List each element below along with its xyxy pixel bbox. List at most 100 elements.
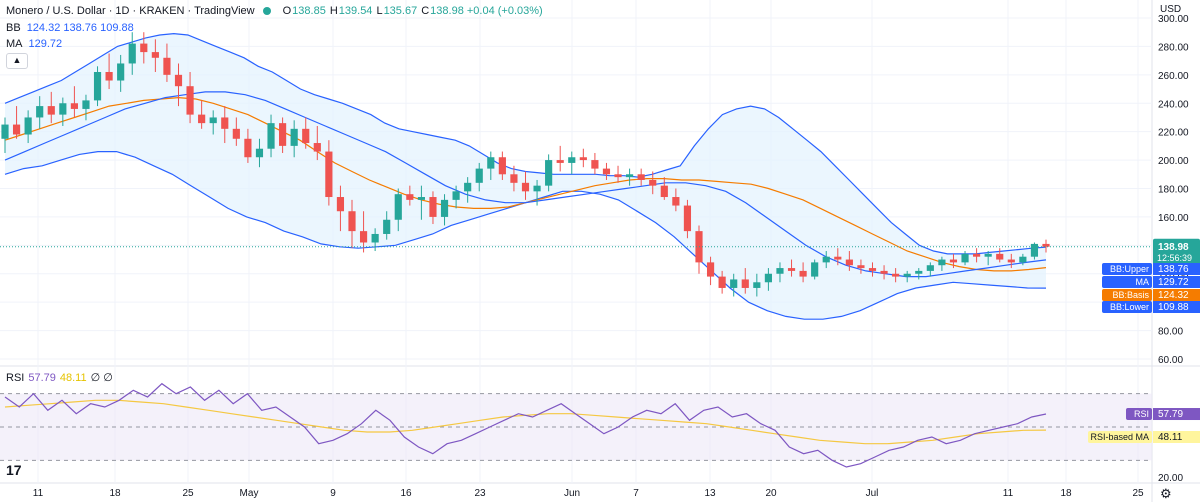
price-tick-label: 80.00 (1158, 327, 1183, 338)
candle-body (741, 279, 749, 288)
rsi-legend-extra: ∅ ∅ (90, 372, 113, 384)
time-tick-label: 20 (765, 488, 777, 499)
price-tick-label: 120.00 (1158, 270, 1189, 281)
candle-body (718, 276, 726, 288)
candle-body (383, 219, 391, 234)
candle-body (903, 273, 911, 277)
time-tick-label: 25 (1132, 488, 1144, 499)
candle-body (799, 270, 807, 277)
gear-icon[interactable]: ⚙ (1160, 486, 1172, 501)
currency-selector[interactable]: USD (1160, 4, 1182, 15)
time-tick-label: 25 (182, 488, 194, 499)
candle-body (545, 160, 553, 186)
ma-legend[interactable]: MA 129.72 (6, 38, 62, 50)
candle-body (267, 123, 275, 149)
candle-body (602, 168, 611, 175)
candle-body (845, 259, 853, 266)
candle-body (117, 63, 125, 81)
price-tick-label: 160.00 (1158, 213, 1189, 224)
indicator-value-label: 124.32 (1158, 290, 1189, 301)
rsi-ma-value-label: 48.11 (1158, 432, 1183, 443)
indicator-name-badge (1102, 263, 1152, 275)
time-tick-label: 9 (330, 488, 336, 499)
candle-body (128, 43, 136, 64)
candle-body (429, 197, 437, 217)
low-value: 135.67 (383, 5, 418, 17)
candle-body (105, 71, 113, 81)
bb-legend[interactable]: BB 124.32 138.76 109.88 (6, 22, 134, 34)
time-tick-label: May (240, 488, 259, 499)
candle-body (730, 279, 738, 288)
candle-body (973, 253, 981, 257)
candle-body (371, 233, 379, 243)
candle-body (232, 128, 240, 139)
candle-body (1030, 243, 1039, 257)
candle-body (753, 282, 761, 288)
time-tick-label: 23 (474, 488, 486, 499)
candle-body (556, 160, 564, 163)
candle-body (706, 262, 715, 277)
market-status-dot (262, 7, 271, 15)
candle-body (348, 211, 356, 232)
indicator-value-label: 138.76 (1158, 264, 1189, 275)
candle-body (47, 106, 55, 115)
candle-body (24, 117, 32, 135)
rsi-value-badge (1153, 408, 1200, 421)
price-tick-label: 180.00 (1158, 185, 1189, 196)
candle-body (926, 265, 934, 271)
candle-body (1007, 259, 1015, 263)
indicator-name-label: BB:Basis (1112, 290, 1149, 300)
candle-body (764, 273, 772, 283)
price-tick-label: 280.00 (1158, 42, 1189, 53)
candle-body (533, 185, 541, 192)
candle-body (949, 259, 958, 263)
ma-value: 129.72 (28, 38, 63, 50)
candle-body (244, 138, 252, 158)
candle-body (406, 194, 414, 200)
price-tick-label: 260.00 (1158, 71, 1189, 82)
indicator-name-badge (1102, 301, 1152, 313)
candle-body (151, 52, 159, 58)
candle-body (568, 157, 576, 163)
candle-body (325, 151, 333, 198)
indicator-name-label: BB:Upper (1110, 264, 1149, 274)
candle-body (938, 259, 946, 266)
candle-body (290, 128, 298, 146)
candle-body (221, 117, 229, 129)
candle-body (313, 143, 321, 152)
rsi-legend[interactable]: RSI 57.79 48.11 ∅ ∅ (6, 371, 113, 384)
rsi-legend-label: RSI (6, 372, 25, 384)
candle-body (1019, 256, 1027, 263)
indicator-value-label: 129.72 (1158, 277, 1189, 288)
candle-body (140, 43, 148, 53)
candle-body (336, 197, 345, 212)
chevron-up-icon[interactable]: ▲ (6, 53, 28, 69)
low-label: L (376, 5, 383, 17)
candle-body (984, 253, 992, 257)
close-value: 138.98 +0.04 (+0.03%) (430, 5, 543, 17)
candle-body (683, 205, 692, 232)
candle-body (787, 268, 796, 271)
rsi-legend-ma-value: 48.11 (59, 372, 87, 384)
price-tick-label: 200.00 (1158, 156, 1189, 167)
candle-body (672, 197, 680, 206)
candle-body (279, 123, 287, 146)
rsi-ma-name-label: RSI-based MA (1090, 432, 1149, 442)
high-value: 139.54 (338, 5, 373, 17)
candle-body (510, 174, 518, 183)
countdown-label: 12:56:39 (1157, 253, 1192, 263)
candle-body (880, 270, 888, 274)
last-price-badge (1153, 238, 1200, 265)
candle-body (359, 231, 368, 243)
rsi-value-label: 57.79 (1158, 409, 1183, 420)
candle-body (626, 174, 634, 178)
time-tick-label: 11 (1003, 488, 1014, 499)
tradingview-logo-icon: 17 (6, 462, 22, 478)
price-tick-label: 300.00 (1158, 14, 1189, 25)
candle-body (475, 168, 483, 183)
close-label: C (421, 5, 430, 17)
candle-body (70, 103, 78, 109)
indicator-value-badge (1153, 263, 1200, 275)
indicator-value-badge (1153, 289, 1200, 301)
